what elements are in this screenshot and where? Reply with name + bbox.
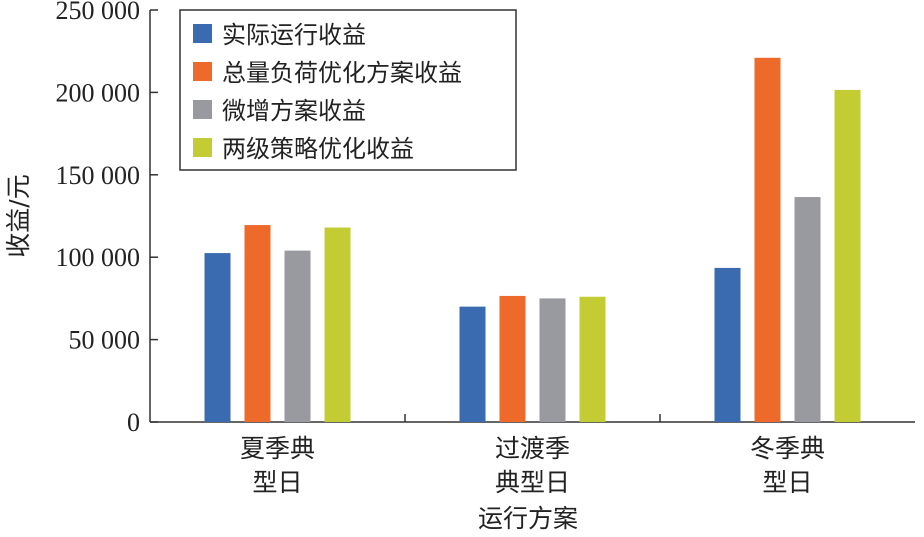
category-label: 夏季典 [240, 434, 315, 463]
bar [834, 89, 861, 422]
y-tick-label: 150 000 [56, 161, 141, 190]
legend-swatch [193, 24, 212, 43]
category-label: 型日 [762, 468, 812, 497]
bar [204, 253, 231, 422]
x-ticks [404, 414, 661, 422]
y-tick-label: 50 000 [69, 326, 141, 355]
y-tick-label: 250 000 [56, 0, 141, 25]
category-label: 典型日 [495, 468, 570, 497]
y-tick-label: 0 [127, 408, 140, 437]
y-tick-label: 100 000 [56, 243, 141, 272]
legend-label: 两级策略优化收益 [222, 135, 414, 163]
axes [149, 10, 915, 423]
legend-swatch [193, 62, 212, 81]
y-axis-label: 收益/元 [4, 174, 33, 257]
bar [284, 250, 311, 422]
category-label: 过渡季 [495, 434, 570, 463]
bar [459, 306, 486, 422]
category-label: 冬季典 [750, 434, 825, 463]
legend-swatch [193, 138, 212, 157]
legend-box [179, 9, 517, 171]
legend-label: 总量负荷优化方案收益 [222, 59, 462, 87]
y-ticks: 0 50 000 100 000 150 000 200 000 250 000 [56, 0, 158, 437]
bars [204, 57, 861, 423]
bar [754, 57, 781, 423]
bar [714, 267, 741, 422]
category-label: 型日 [252, 468, 302, 497]
legend-swatch [193, 100, 212, 119]
bar [499, 295, 526, 422]
bar [324, 227, 351, 422]
y-tick-label: 200 000 [56, 78, 141, 107]
bar [794, 197, 821, 422]
bar [244, 225, 271, 422]
legend-label: 微增方案收益 [222, 97, 366, 125]
x-axis-label: 运行方案 [478, 504, 578, 533]
legend-label: 实际运行收益 [222, 21, 366, 49]
bar [579, 296, 606, 422]
bar [539, 298, 566, 422]
